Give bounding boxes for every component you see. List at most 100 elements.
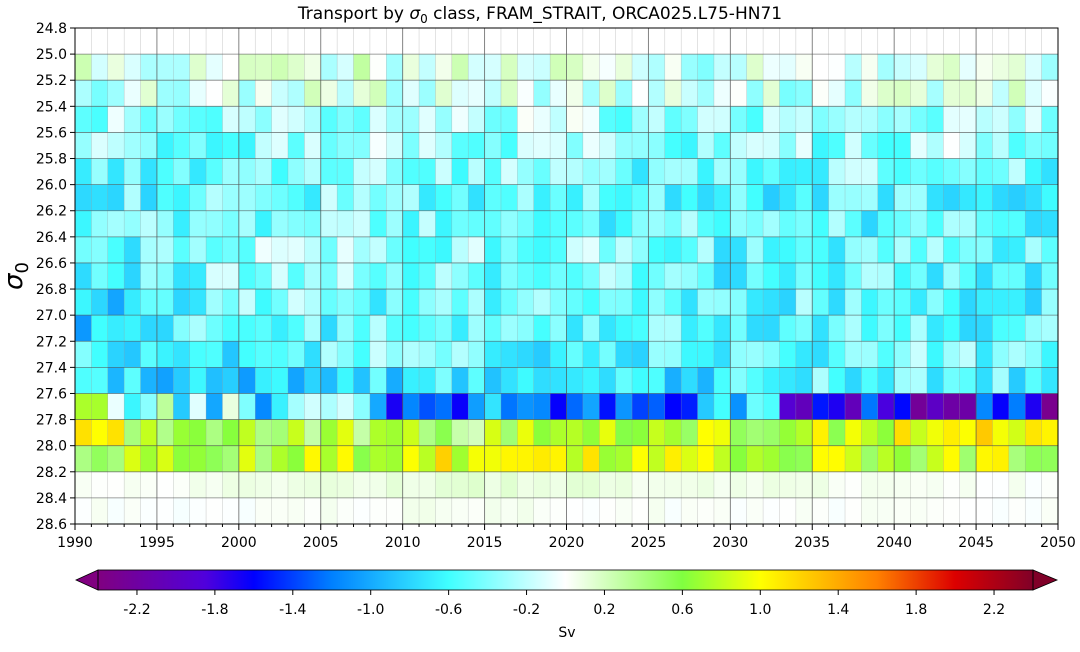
heatmap-cell bbox=[992, 289, 1010, 316]
heatmap-cell bbox=[746, 210, 764, 238]
heatmap-cell bbox=[599, 341, 616, 368]
heatmap-cell bbox=[435, 184, 453, 212]
heatmap-cell bbox=[763, 132, 780, 159]
heatmap-cell bbox=[959, 315, 977, 342]
heatmap-cell bbox=[500, 445, 518, 473]
heatmap-cell bbox=[812, 315, 829, 342]
heatmap-cell bbox=[582, 80, 600, 107]
heatmap-cell bbox=[877, 497, 895, 525]
heatmap-cell bbox=[337, 341, 354, 368]
heatmap-cell bbox=[271, 289, 289, 316]
heatmap-cell bbox=[304, 80, 322, 107]
heatmap-cell bbox=[582, 419, 600, 446]
heatmap-cell bbox=[926, 106, 944, 133]
heatmap-cell bbox=[566, 289, 584, 316]
heatmap-cell bbox=[582, 341, 600, 368]
heatmap-cell bbox=[91, 471, 109, 499]
heatmap-cell bbox=[730, 445, 748, 473]
heatmap-cell bbox=[353, 471, 371, 499]
heatmap-cell bbox=[353, 393, 371, 420]
heatmap-cell bbox=[369, 54, 387, 81]
heatmap-cell bbox=[451, 158, 469, 185]
heatmap-cell bbox=[304, 445, 322, 473]
heatmap-cell bbox=[697, 80, 715, 107]
y-tick-label: 27.2 bbox=[36, 334, 67, 350]
heatmap-cell bbox=[730, 54, 748, 81]
heatmap-cell bbox=[992, 497, 1010, 525]
heatmap-cell bbox=[632, 262, 649, 290]
heatmap-cell bbox=[550, 262, 567, 290]
heatmap-cell bbox=[386, 54, 403, 81]
heatmap-cell bbox=[1025, 80, 1042, 107]
heatmap-cell bbox=[779, 341, 797, 368]
y-tick-label: 26.0 bbox=[36, 178, 67, 194]
heatmap-cell bbox=[730, 184, 748, 212]
heatmap-cell bbox=[1025, 132, 1042, 159]
heatmap-cell bbox=[271, 262, 289, 290]
heatmap-cell bbox=[533, 158, 551, 185]
heatmap-cell bbox=[664, 106, 682, 133]
heatmap-cell bbox=[517, 210, 535, 238]
heatmap-cell bbox=[255, 367, 272, 394]
heatmap-cell bbox=[713, 419, 731, 446]
heatmap-cell bbox=[353, 54, 371, 81]
heatmap-cell bbox=[369, 80, 387, 107]
heatmap-cell bbox=[484, 341, 502, 368]
heatmap-cell bbox=[664, 54, 682, 81]
heatmap-cell bbox=[681, 54, 698, 81]
heatmap-cell bbox=[500, 367, 518, 394]
heatmap-cell bbox=[140, 341, 158, 368]
heatmap-cell bbox=[500, 184, 518, 212]
heatmap-cell bbox=[730, 158, 748, 185]
heatmap-cell bbox=[582, 106, 600, 133]
heatmap-cell bbox=[1041, 445, 1059, 473]
heatmap-cell bbox=[484, 419, 502, 446]
heatmap-cell bbox=[75, 445, 92, 473]
heatmap-cell bbox=[763, 54, 780, 81]
heatmap-cell bbox=[451, 289, 469, 316]
heatmap-cell bbox=[484, 210, 502, 238]
heatmap-cell bbox=[632, 54, 649, 81]
heatmap-cell bbox=[664, 289, 682, 316]
heatmap-cell bbox=[992, 54, 1010, 81]
heatmap-cell bbox=[337, 236, 354, 264]
heatmap-cell bbox=[156, 445, 174, 473]
heatmap-cell bbox=[517, 471, 535, 499]
heatmap-cell bbox=[943, 367, 960, 394]
heatmap-cell bbox=[910, 184, 928, 212]
heatmap-cell bbox=[959, 184, 977, 212]
heatmap-cell bbox=[304, 393, 322, 420]
heatmap-cell bbox=[681, 341, 698, 368]
heatmap-cell bbox=[992, 445, 1010, 473]
heatmap-cell bbox=[484, 262, 502, 290]
heatmap-cell bbox=[156, 471, 174, 499]
heatmap-cell bbox=[746, 262, 764, 290]
heatmap-cell bbox=[910, 132, 928, 159]
heatmap-cell bbox=[976, 341, 993, 368]
heatmap-cell bbox=[812, 158, 829, 185]
heatmap-cell bbox=[419, 132, 436, 159]
heatmap-cell bbox=[1025, 341, 1042, 368]
heatmap-cell bbox=[746, 445, 764, 473]
heatmap-cell bbox=[877, 106, 895, 133]
heatmap-cell bbox=[451, 393, 469, 420]
heatmap-cell bbox=[812, 471, 829, 499]
heatmap-cell bbox=[451, 132, 469, 159]
heatmap-cell bbox=[386, 106, 403, 133]
heatmap-cell bbox=[222, 106, 240, 133]
heatmap-cell bbox=[353, 158, 371, 185]
heatmap-cell bbox=[189, 393, 207, 420]
heatmap-cell bbox=[369, 262, 387, 290]
heatmap-cell bbox=[353, 497, 371, 525]
heatmap-cell bbox=[566, 445, 584, 473]
heatmap-cell bbox=[795, 54, 813, 81]
heatmap-cell bbox=[484, 184, 502, 212]
heatmap-cell bbox=[91, 132, 109, 159]
heatmap-cell bbox=[845, 497, 862, 525]
heatmap-cell bbox=[533, 54, 551, 81]
heatmap-cell bbox=[222, 315, 240, 342]
heatmap-cell bbox=[828, 210, 846, 238]
heatmap-cell bbox=[75, 132, 92, 159]
heatmap-cell bbox=[500, 262, 518, 290]
heatmap-cell bbox=[566, 419, 584, 446]
